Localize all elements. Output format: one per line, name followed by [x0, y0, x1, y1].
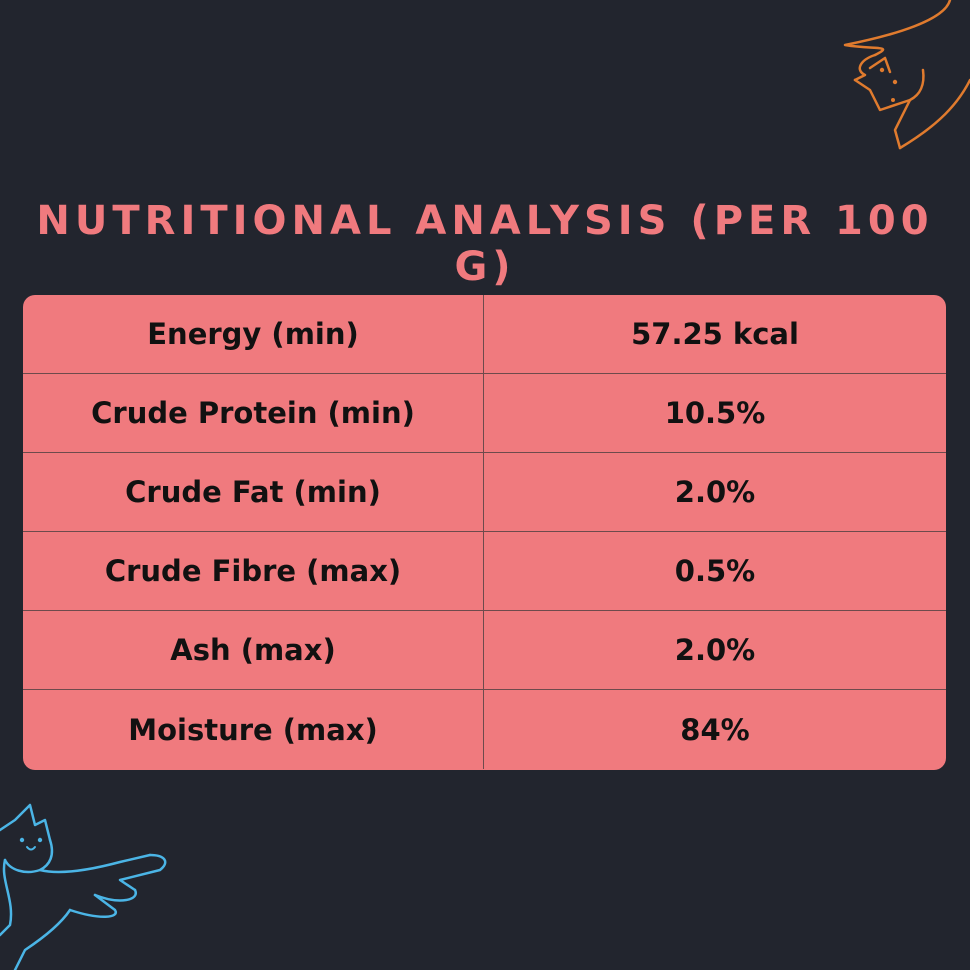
nutrient-label: Ash (max) [23, 611, 484, 689]
nutrient-value: 2.0% [674, 633, 756, 667]
nutrient-value: 84% [680, 712, 750, 747]
table-row: Crude Protein (min) 10.5% [23, 374, 946, 453]
nutrient-value: 57.25 kcal [631, 317, 799, 351]
table-row: Crude Fibre (max) 0.5% [23, 532, 946, 611]
nutrient-label: Moisture (max) [23, 690, 484, 769]
table-row: Energy (min) 57.25 kcal [23, 295, 946, 374]
table-row: Ash (max) 2.0% [23, 611, 946, 690]
nutrient-label: Crude Protein (min) [23, 374, 484, 452]
nutrient-value: 0.5% [674, 554, 756, 588]
nutrient-label: Crude Fat (min) [23, 453, 484, 531]
nutrient-label: Energy (min) [23, 295, 484, 373]
page-title: Nutritional Analysis (per 100 g) [36, 198, 934, 290]
table-row: Moisture (max) 84% [23, 690, 946, 769]
orange-line-cat-icon [843, 0, 970, 150]
table-row: Crude Fat (min) 2.0% [23, 453, 946, 532]
nutrient-value: 10.5% [664, 396, 766, 430]
nutrient-label: Crude Fibre (max) [23, 532, 484, 610]
nutrient-value: 2.0% [674, 475, 756, 509]
blue-line-cat-icon [0, 803, 167, 970]
nutrition-table: Energy (min) 57.25 kcal Crude Protein (m… [23, 295, 946, 770]
